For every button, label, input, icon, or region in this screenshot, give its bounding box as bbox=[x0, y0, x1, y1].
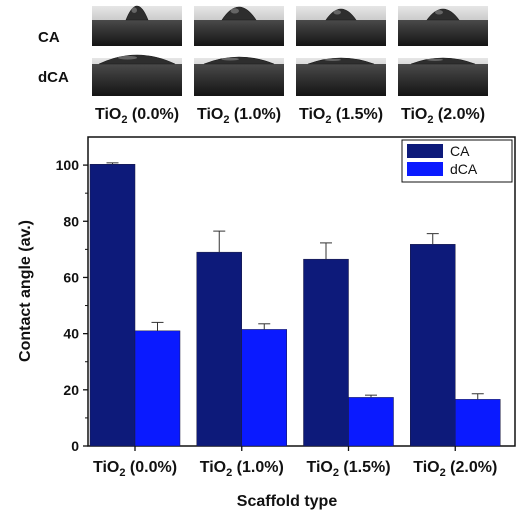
photo-column-label-rest: (2.0%) bbox=[433, 106, 485, 123]
photo-column-label-sub: 2 bbox=[427, 114, 433, 126]
droplet-photo bbox=[296, 6, 386, 46]
photo-column-label: TiO2 (2.0%) bbox=[401, 106, 485, 126]
x-category-label-sub: 2 bbox=[226, 467, 232, 479]
bar-dca bbox=[241, 329, 287, 447]
y-tick-label: 80 bbox=[63, 213, 79, 229]
photo-column-label-rest: (1.0%) bbox=[229, 106, 281, 123]
bar-dca bbox=[134, 330, 181, 447]
photo-column-label: TiO2 (1.5%) bbox=[299, 106, 383, 126]
droplet-photo bbox=[92, 54, 182, 96]
photo-column-label-rest: (0.0%) bbox=[127, 106, 179, 123]
legend-label-ca: CA bbox=[450, 143, 470, 159]
photo-column-label-sub: 2 bbox=[121, 114, 127, 126]
photo-column-label-sub: 2 bbox=[223, 114, 229, 126]
bars bbox=[89, 162, 501, 447]
x-category-label-sub: 2 bbox=[119, 467, 125, 479]
droplet-photo bbox=[296, 57, 386, 96]
bar-ca bbox=[89, 163, 136, 447]
bar-ca bbox=[303, 258, 349, 447]
x-category-label-rest: (1.0%) bbox=[232, 459, 284, 476]
x-category-label: TiO2 (1.5%) bbox=[306, 459, 390, 479]
y-axis-label: Contact angle (av.) bbox=[17, 220, 34, 362]
photo-column-label: TiO2 (1.0%) bbox=[197, 106, 281, 126]
bar-dca bbox=[348, 397, 394, 447]
x-category-label-sub: 2 bbox=[440, 467, 446, 479]
x-category-label-base: TiO bbox=[413, 459, 439, 476]
photo-column-label: TiO2 (0.0%) bbox=[95, 106, 179, 126]
droplet-photo bbox=[194, 56, 284, 96]
bar-ca bbox=[410, 244, 456, 447]
photo-column-label-rest: (1.5%) bbox=[331, 106, 383, 123]
y-tick-label: 60 bbox=[63, 269, 79, 285]
droplet-photographs bbox=[92, 5, 488, 96]
photo-column-labels: TiO2 (0.0%) TiO2 (1.0%) TiO2 (1.5%) TiO2 (2… bbox=[95, 106, 485, 126]
photo-column-label-sub: 2 bbox=[325, 114, 331, 126]
y-tick-label: 40 bbox=[63, 326, 79, 342]
droplet-photo bbox=[92, 5, 182, 46]
x-category-label: TiO2 (1.0%) bbox=[200, 459, 284, 479]
y-axis: 0 20 40 60 80 100 bbox=[56, 157, 88, 454]
x-axis-categories: TiO2 (0.0%) TiO2 (1.0%) TiO2 (1.5%) TiO2 (2… bbox=[93, 446, 497, 479]
photo-column-label-base: TiO bbox=[95, 106, 121, 123]
x-category-label-base: TiO bbox=[93, 459, 119, 476]
row-label-dca: dCA bbox=[38, 69, 69, 86]
legend-swatch-ca bbox=[407, 144, 443, 158]
y-tick-label: 20 bbox=[63, 382, 79, 398]
droplet-photo bbox=[398, 57, 488, 96]
x-category-label-rest: (0.0%) bbox=[125, 459, 177, 476]
x-category-label-base: TiO bbox=[306, 459, 332, 476]
legend-swatch-dca bbox=[407, 162, 443, 176]
photo-column-label-base: TiO bbox=[299, 106, 325, 123]
legend-label-dca: dCA bbox=[450, 161, 478, 177]
x-axis-label: Scaffold type bbox=[237, 493, 338, 510]
x-category-label-rest: (1.5%) bbox=[339, 459, 391, 476]
droplet-photo bbox=[194, 6, 284, 46]
droplet-photo bbox=[398, 6, 488, 46]
photo-column-label-base: TiO bbox=[401, 106, 427, 123]
y-tick-label: 0 bbox=[71, 438, 79, 454]
bar-ca bbox=[196, 251, 242, 447]
legend: CA dCA bbox=[401, 139, 513, 183]
x-category-label-sub: 2 bbox=[333, 467, 339, 479]
x-category-label-rest: (2.0%) bbox=[446, 459, 498, 476]
row-label-ca: CA bbox=[38, 29, 60, 46]
x-category-label: TiO2 (2.0%) bbox=[413, 459, 497, 479]
y-tick-label: 100 bbox=[56, 157, 80, 173]
x-category-label-base: TiO bbox=[200, 459, 226, 476]
plot-frame bbox=[87, 136, 516, 447]
photo-column-label-base: TiO bbox=[197, 106, 223, 123]
x-category-label: TiO2 (0.0%) bbox=[93, 459, 177, 479]
bar-dca bbox=[455, 399, 501, 447]
